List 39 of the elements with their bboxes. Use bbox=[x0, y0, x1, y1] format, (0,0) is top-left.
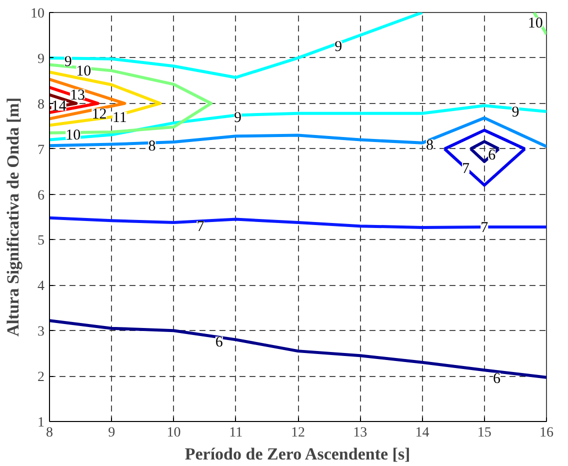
y-tick-label: 6 bbox=[38, 188, 44, 204]
annotation: 6 bbox=[493, 370, 502, 387]
annotation: 6 bbox=[215, 334, 224, 351]
annotation: 13 bbox=[70, 87, 85, 104]
x-tick-label: 16 bbox=[540, 426, 554, 440]
x-tick-label: 10 bbox=[166, 426, 181, 440]
annotation: 9 bbox=[234, 110, 242, 126]
annotation: 10 bbox=[76, 64, 92, 80]
y-tick-label: 9 bbox=[38, 52, 44, 67]
y-axis-title: Altura Significativa de Onda [m] bbox=[4, 98, 22, 336]
annotation: 8 bbox=[426, 137, 434, 154]
y-tick-label: 1 bbox=[38, 416, 44, 430]
x-tick-label: 11 bbox=[229, 426, 243, 440]
x-tick-label: 9 bbox=[108, 426, 116, 440]
annotation: 11 bbox=[112, 110, 127, 126]
x-tick-label: 13 bbox=[353, 426, 368, 440]
y-tick-label: 5 bbox=[38, 234, 44, 249]
annotation: 9 bbox=[64, 54, 72, 70]
annotation: 7 bbox=[196, 219, 205, 236]
x-axis-title: Período de Zero Ascendente [s] bbox=[184, 444, 410, 464]
x-tick-label: 14 bbox=[415, 426, 430, 440]
y-tick-label: 3 bbox=[38, 324, 44, 340]
annotation: 7 bbox=[462, 160, 470, 177]
annotation: 8 bbox=[148, 138, 156, 155]
annotation: 7 bbox=[480, 220, 489, 236]
annotation: 14 bbox=[51, 98, 67, 115]
annotation: 12 bbox=[92, 106, 107, 122]
x-tick-label: 15 bbox=[477, 426, 492, 440]
y-tick-label: 2 bbox=[38, 370, 44, 386]
y-tick-label: 7 bbox=[38, 142, 44, 158]
y-tick-label: 8 bbox=[38, 97, 44, 112]
y-tick-label: 10 bbox=[30, 6, 44, 22]
annotation: 10 bbox=[66, 127, 81, 144]
annotation: 9 bbox=[512, 104, 520, 121]
annotation: 9 bbox=[334, 39, 342, 56]
annotation: 10 bbox=[528, 16, 543, 32]
annotation: 6 bbox=[488, 148, 496, 164]
x-tick-label: 12 bbox=[291, 426, 305, 440]
y-tick-label: 4 bbox=[38, 279, 44, 294]
